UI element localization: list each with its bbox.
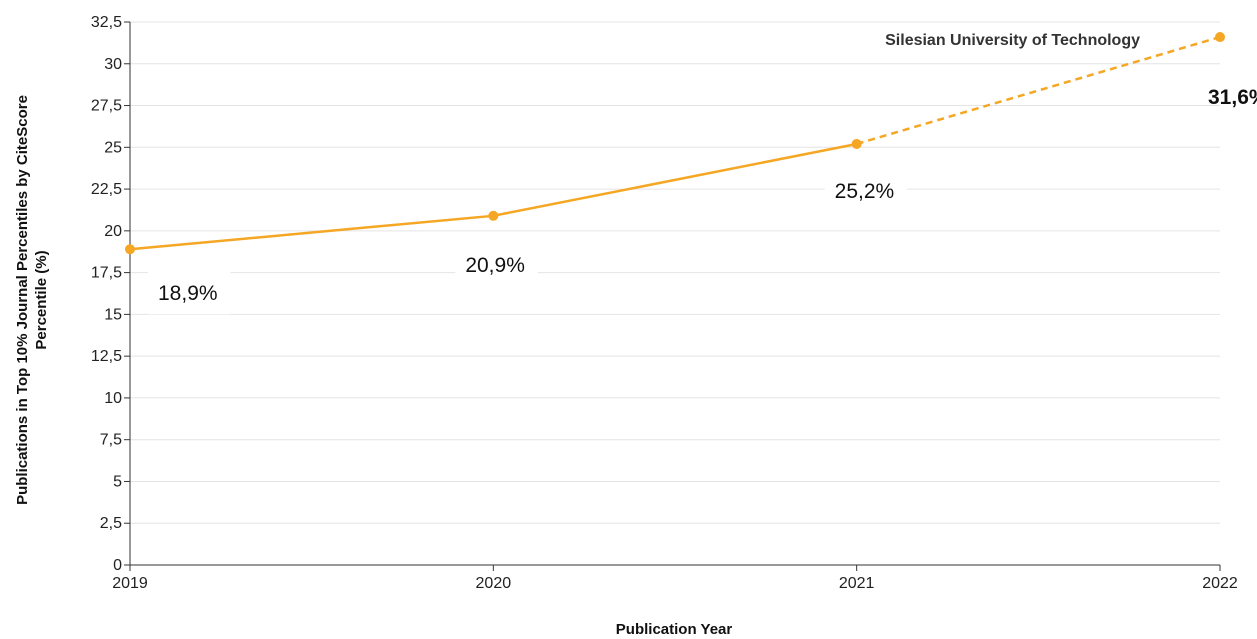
data-label: 25,2% — [835, 180, 895, 203]
data-label: 18,9% — [158, 282, 218, 305]
series-lines — [129, 35, 1221, 251]
y-tick-label: 0 — [113, 557, 122, 574]
x-tick-label: 2020 — [476, 575, 512, 592]
y-tick-label: 7,5 — [100, 432, 122, 449]
x-tick-label: 2019 — [112, 575, 148, 592]
data-label: 31,6% — [1208, 86, 1257, 109]
data-points — [125, 32, 1225, 255]
y-axis-title-line-1: Publications in Top 10% Journal Percenti… — [14, 95, 31, 505]
y-tick-label: 12,5 — [91, 348, 122, 365]
x-axis-ticks: 2019 2020 2021 2022 — [112, 565, 1238, 592]
y-axis-ticks: 0 2,5 5 7,5 10 12,5 15 17,5 20 22,5 25 27,5 30 32,5 — [91, 14, 130, 574]
series-line-projected — [856, 35, 1221, 146]
data-labels: 18,9% 20,9% 25,2% 31,6% — [158, 86, 1257, 305]
data-point — [1215, 32, 1225, 43]
x-tick-label: 2022 — [1202, 575, 1238, 592]
y-axis-title-line-2: Percentile (%) — [33, 250, 50, 349]
y-axis-title: Publications in Top 10% Journal Percenti… — [14, 95, 50, 505]
y-tick-label: 25 — [104, 139, 122, 156]
data-label-background — [824, 167, 908, 212]
x-axis-title: Publication Year — [616, 621, 733, 638]
series-line — [129, 142, 857, 251]
y-tick-label: 17,5 — [91, 265, 122, 282]
y-tick-label: 27,5 — [91, 98, 122, 115]
data-label: 20,9% — [465, 254, 525, 277]
label-backgrounds — [148, 167, 908, 315]
data-label-background — [455, 241, 538, 286]
y-tick-label: 10 — [104, 390, 122, 407]
y-tick-label: 22,5 — [91, 181, 122, 198]
y-tick-label: 20 — [104, 223, 122, 240]
x-tick-label: 2021 — [839, 575, 875, 592]
data-point — [488, 210, 499, 221]
series-name-label: Silesian University of Technology — [885, 32, 1140, 49]
y-tick-label: 32,5 — [91, 14, 122, 31]
data-label-background — [148, 270, 231, 315]
y-tick-label: 30 — [104, 56, 122, 73]
y-tick-label: 5 — [113, 473, 122, 490]
grid-lines — [130, 21, 1220, 524]
y-tick-label: 2,5 — [100, 515, 122, 532]
data-point — [851, 138, 862, 149]
data-point — [125, 244, 135, 255]
y-tick-label: 15 — [104, 306, 122, 323]
